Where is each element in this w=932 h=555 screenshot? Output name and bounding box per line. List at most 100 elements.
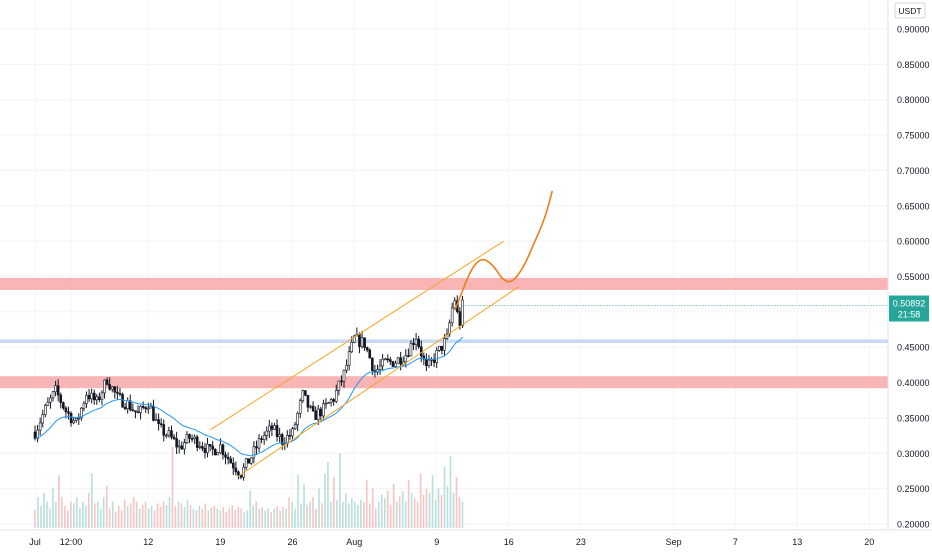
volume-bar — [49, 508, 51, 528]
channel-line-upper — [209, 240, 504, 431]
volume-bar — [43, 492, 45, 528]
candle-body-down — [67, 411, 70, 414]
volume-bar — [192, 508, 195, 528]
time-axis[interactable]: Jul 12:00 12 19 26 Aug 9 16 23 Sep 7 13 20 — [0, 529, 932, 547]
volume-bar — [431, 475, 434, 528]
volume-bar — [177, 501, 180, 528]
volume-bar — [327, 462, 329, 528]
candle-body-down — [195, 436, 199, 448]
volume-bar — [52, 488, 54, 528]
volume-bar — [279, 510, 281, 528]
volume-bar — [398, 496, 401, 528]
volume-bar — [315, 508, 317, 528]
currency-badge[interactable] — [894, 2, 926, 19]
candle-body-down — [211, 445, 214, 450]
candle-body-up — [324, 402, 328, 405]
volume-bar — [102, 497, 105, 528]
candle-body-down — [419, 346, 423, 357]
volume-bar — [455, 476, 458, 528]
candles — [33, 295, 464, 481]
volume-bar — [82, 501, 84, 528]
candle-body-up — [85, 395, 88, 404]
candle-body-up — [183, 442, 186, 450]
time-tick-label: 9 — [434, 537, 439, 547]
candle-body-up — [381, 358, 384, 367]
candle-body-up — [82, 403, 86, 409]
volume-bar — [135, 501, 138, 528]
volume-bar — [383, 498, 386, 528]
candle-body-down — [229, 458, 232, 464]
volume-bar — [150, 506, 153, 528]
volume-bar — [174, 506, 177, 528]
candle-body-up — [414, 338, 418, 345]
candle-body-up — [334, 390, 338, 402]
volume-bar — [67, 510, 69, 528]
volume-bar — [129, 503, 132, 528]
price-tick-label: 0.90000 — [897, 25, 930, 35]
volume-bar — [440, 494, 443, 528]
candle-body-down — [121, 394, 124, 408]
candle-body-up — [216, 452, 220, 456]
volume-bar — [443, 466, 446, 528]
candle-body-down — [33, 431, 37, 439]
volume-bar — [222, 506, 225, 528]
candle-body-down — [56, 385, 60, 396]
volume-bar — [389, 505, 392, 528]
candle-body-down — [365, 347, 369, 351]
volume-bar — [300, 503, 302, 528]
volume-bar — [138, 508, 141, 528]
volume-bar — [339, 453, 341, 528]
trend-drawings[interactable] — [209, 190, 888, 478]
candle-body-up — [100, 392, 104, 401]
volume-bar — [368, 503, 371, 528]
last-price-badge: 0.50892 21:58 — [889, 295, 929, 322]
time-tick-label: Aug — [346, 537, 362, 547]
time-tick-label: 12:00 — [60, 537, 83, 547]
price-axis[interactable]: USDT 0.90000 0.85000 0.80000 0.75000 0.70000… — [887, 0, 930, 530]
candle-body-up — [350, 342, 354, 353]
volume-bar — [64, 506, 66, 528]
candle-body-up — [427, 359, 431, 367]
candle-body-down — [180, 445, 184, 450]
candle-body-up — [72, 419, 75, 424]
volume-bar — [428, 492, 431, 528]
volume-bar — [452, 492, 455, 528]
candle-body-down — [319, 408, 323, 417]
volume-bar — [183, 506, 186, 528]
candle-body-down — [368, 349, 372, 359]
candle-body-up — [49, 397, 52, 403]
volume-bar — [321, 503, 323, 528]
candle-body-down — [105, 379, 109, 385]
volume-bar — [392, 484, 395, 528]
volume-bar — [40, 506, 42, 528]
volume-bar — [46, 501, 48, 528]
volume-bar — [153, 510, 156, 528]
candle-body-down — [162, 424, 166, 436]
candle-body-up — [139, 405, 142, 413]
volume-bar — [264, 510, 266, 528]
candle-body-down — [92, 392, 96, 401]
volume-bar — [105, 485, 108, 528]
candle-body-down — [108, 384, 111, 390]
candle-body-up — [347, 351, 351, 366]
candle-body-up — [396, 357, 400, 364]
candle-body-down — [288, 435, 292, 437]
candle-body-down — [247, 458, 251, 464]
volume-bar — [156, 503, 159, 528]
volume-bar — [270, 512, 272, 528]
volume-bar — [416, 501, 419, 528]
volume-bar — [234, 510, 237, 528]
volume-bar — [434, 499, 437, 528]
volume-bar — [90, 473, 93, 528]
candle-body-up — [337, 380, 341, 391]
candle-body-down — [59, 394, 63, 403]
candle-body-up — [291, 428, 294, 437]
volume-bar — [111, 501, 114, 528]
volume-bar — [291, 501, 293, 528]
candle-body-down — [417, 338, 420, 348]
volume-bar — [147, 508, 150, 528]
candle-body-down — [213, 448, 217, 456]
volume-bar — [395, 501, 398, 528]
